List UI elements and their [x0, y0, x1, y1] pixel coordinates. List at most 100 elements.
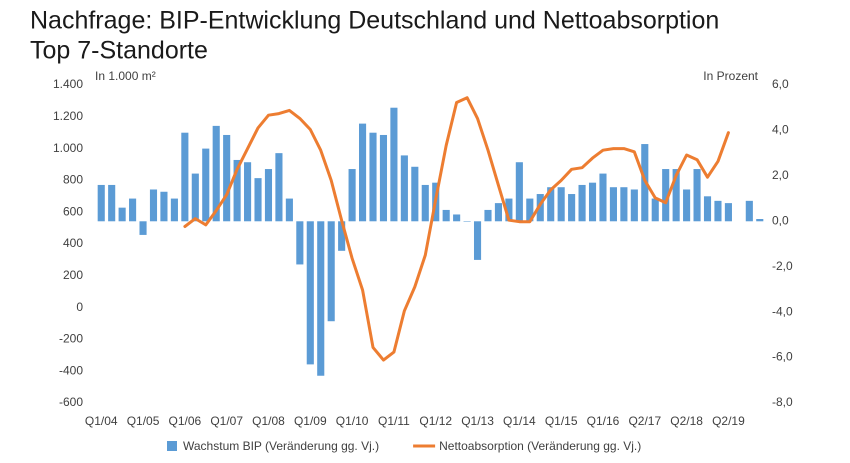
bar	[557, 187, 565, 222]
bar	[170, 198, 178, 222]
chart-title: Nachfrage: BIP-Entwicklung Deutschland u…	[30, 7, 719, 35]
bar	[369, 132, 377, 222]
bar	[703, 196, 712, 222]
bar	[285, 198, 293, 222]
y2-tick-label: 6,0	[772, 77, 789, 91]
y2-tick-label: 4,0	[772, 123, 789, 137]
bar	[181, 132, 189, 222]
chart-subtitle: Top 7-Standorte	[30, 37, 208, 65]
bar	[599, 173, 607, 222]
bar	[223, 134, 231, 222]
legend-swatch	[167, 441, 177, 451]
x-tick-label: Q1/09	[294, 414, 327, 428]
bar	[683, 189, 691, 222]
y-axis-label: In 1.000 m²	[95, 69, 156, 83]
y-tick-label: 1.000	[53, 141, 83, 155]
bar	[254, 178, 262, 222]
bar	[348, 169, 356, 222]
y2-axis-label: In Prozent	[703, 69, 758, 83]
bar	[212, 125, 220, 222]
x-tick-label: Q1/11	[378, 414, 410, 428]
x-tick-label: Q1/12	[419, 414, 452, 428]
x-tick-label: Q1/10	[336, 414, 369, 428]
bar	[609, 187, 617, 222]
x-tick-label: Q1/04	[85, 414, 118, 428]
y2-tick-label: -4,0	[772, 304, 793, 318]
x-tick-label: Q1/05	[127, 414, 160, 428]
x-tick-label: Q1/16	[587, 414, 620, 428]
bar	[296, 221, 304, 265]
x-tick-label: Q1/06	[169, 414, 202, 428]
y2-tick-label: 0,0	[772, 213, 789, 227]
bar	[191, 173, 199, 222]
y-tick-label: -600	[59, 395, 83, 409]
bar	[714, 200, 722, 222]
bar	[317, 221, 325, 376]
bar	[662, 169, 670, 222]
bar	[233, 159, 241, 222]
bar	[620, 187, 628, 222]
bar	[108, 184, 116, 222]
bar	[338, 221, 346, 251]
bar	[494, 203, 502, 222]
bar	[463, 221, 471, 222]
x-tick-label: Q2/19	[712, 414, 745, 428]
x-tick-label: Q1/07	[210, 414, 243, 428]
bar	[379, 134, 388, 222]
bar	[421, 184, 429, 222]
bar	[526, 198, 534, 222]
bar	[745, 200, 753, 222]
y2-tick-label: -6,0	[772, 350, 793, 364]
y-tick-label: 600	[63, 204, 83, 218]
y-tick-label: 0	[76, 300, 83, 314]
legend-label: Wachstum BIP (Veränderung gg. Vj.)	[183, 439, 379, 453]
bar	[97, 184, 105, 222]
bar	[568, 194, 576, 222]
bar	[327, 221, 335, 322]
bar	[118, 207, 126, 222]
bar	[651, 198, 659, 222]
bar	[442, 209, 450, 222]
bar	[588, 182, 597, 222]
line	[183, 96, 730, 362]
bar	[244, 162, 252, 222]
bar	[547, 187, 555, 222]
legend-label: Nettoabsorption (Veränderung gg. Vj.)	[439, 439, 641, 453]
bar	[505, 198, 513, 222]
x-tick-label: Q1/15	[545, 414, 578, 428]
y-tick-label: -400	[59, 363, 83, 377]
bar	[756, 219, 764, 222]
bar	[390, 107, 398, 222]
y-tick-label: 800	[63, 173, 83, 187]
bar	[630, 189, 638, 222]
bar	[693, 169, 701, 222]
bar	[484, 209, 492, 222]
x-tick-label: Q2/18	[670, 414, 703, 428]
bar	[473, 221, 482, 260]
bar	[264, 169, 273, 222]
bar	[202, 148, 210, 222]
y-tick-label: 400	[63, 236, 83, 250]
y-tick-label: 200	[63, 268, 83, 282]
x-tick-label: Q1/14	[503, 414, 536, 428]
bar	[160, 191, 168, 222]
bar	[149, 189, 158, 222]
bar	[578, 184, 586, 222]
x-tick-label: Q2/17	[628, 414, 661, 428]
y2-tick-label: -2,0	[772, 259, 793, 273]
x-tick-label: Q1/08	[252, 414, 285, 428]
bar	[515, 162, 523, 222]
bar	[275, 153, 283, 222]
y2-tick-label: 2,0	[772, 168, 789, 182]
y2-tick-label: -8,0	[772, 395, 793, 409]
bar	[306, 221, 314, 365]
bar	[139, 221, 147, 235]
bar	[672, 169, 680, 222]
bar	[724, 203, 732, 222]
bar	[411, 166, 419, 222]
y-tick-label: -200	[59, 332, 83, 346]
bar	[400, 155, 408, 222]
bar	[536, 194, 544, 222]
y-tick-label: 1.200	[53, 109, 83, 123]
